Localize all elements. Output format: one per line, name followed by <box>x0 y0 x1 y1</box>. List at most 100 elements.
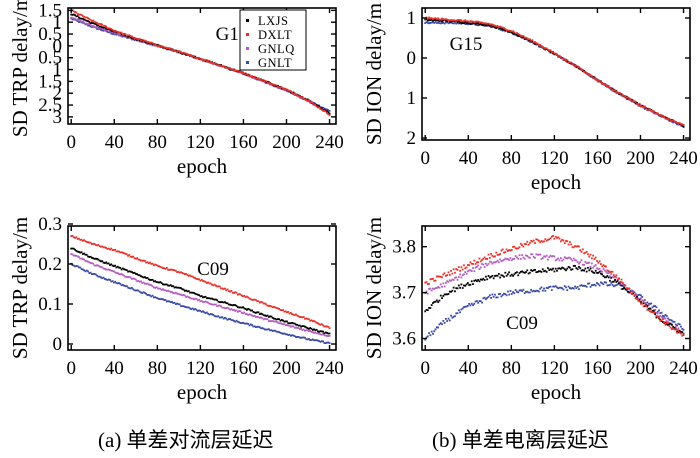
data-point <box>664 117 667 120</box>
x-axis-label: epoch <box>531 170 582 194</box>
data-point <box>261 80 264 83</box>
data-point <box>672 328 675 330</box>
data-point <box>506 273 509 276</box>
data-point <box>496 274 499 277</box>
data-point <box>618 282 620 285</box>
data-point <box>602 264 605 266</box>
data-point <box>562 239 565 242</box>
data-point <box>605 83 607 86</box>
data-point <box>430 330 433 333</box>
data-point <box>441 323 443 326</box>
data-point <box>326 332 328 334</box>
data-point <box>270 305 273 308</box>
data-point <box>168 290 171 293</box>
data-point <box>160 282 163 285</box>
data-point <box>673 326 676 329</box>
data-point <box>267 316 270 318</box>
data-point <box>97 264 100 267</box>
data-point <box>111 270 114 272</box>
data-point <box>627 96 629 99</box>
data-point <box>100 25 102 28</box>
data-point <box>71 13 74 16</box>
data-point <box>501 274 504 277</box>
data-point <box>196 278 199 281</box>
data-point <box>426 335 429 338</box>
data-point <box>149 41 151 44</box>
data-point <box>255 311 257 314</box>
data-point <box>654 308 657 311</box>
data-point <box>503 28 505 31</box>
data-point <box>298 327 301 330</box>
data-point <box>428 307 430 309</box>
data-point <box>247 296 250 299</box>
data-point <box>171 49 173 51</box>
data-point <box>435 299 438 302</box>
data-point <box>198 57 200 60</box>
data-point <box>652 305 655 308</box>
data-point <box>262 302 265 305</box>
data-point <box>482 263 485 266</box>
data-point <box>240 312 243 314</box>
data-point <box>178 303 181 306</box>
data-point <box>217 304 220 307</box>
data-point <box>530 253 533 256</box>
data-point <box>213 62 216 65</box>
data-point <box>304 325 306 328</box>
data-point <box>100 27 102 30</box>
data-point <box>531 290 534 293</box>
data-point <box>599 263 602 265</box>
data-point <box>168 284 171 287</box>
y-tick-label: 2.5 <box>38 95 62 116</box>
data-point <box>473 270 476 273</box>
data-point <box>596 271 598 274</box>
data-point <box>159 266 162 268</box>
data-point <box>664 314 667 316</box>
data-point <box>499 276 502 279</box>
data-point <box>242 73 244 75</box>
data-point <box>495 27 498 29</box>
data-point <box>486 278 489 281</box>
data-point <box>671 120 673 122</box>
data-point <box>472 22 474 24</box>
data-point <box>479 22 482 25</box>
data-point <box>632 100 635 103</box>
data-point <box>424 338 427 341</box>
data-point <box>319 330 322 333</box>
data-point <box>525 271 527 273</box>
data-point <box>525 36 527 39</box>
data-point <box>615 276 618 279</box>
data-point <box>516 33 518 36</box>
data-point <box>602 268 605 270</box>
data-point <box>487 24 490 27</box>
data-point <box>473 259 476 262</box>
data-point <box>513 273 516 276</box>
data-point <box>123 268 126 271</box>
data-point <box>226 288 229 291</box>
data-point <box>174 286 177 289</box>
data-point <box>119 266 122 269</box>
data-point <box>570 258 573 261</box>
data-point <box>94 23 97 25</box>
data-point <box>128 37 131 39</box>
data-point <box>596 267 598 270</box>
data-point <box>125 285 128 288</box>
data-point <box>434 328 437 331</box>
data-point <box>231 68 234 71</box>
data-point <box>128 276 131 278</box>
data-point <box>485 262 487 265</box>
data-point <box>239 322 242 324</box>
data-point <box>655 315 658 317</box>
data-point <box>598 270 601 273</box>
data-point <box>620 288 623 291</box>
x-tick-label: 40 <box>459 148 478 169</box>
panel-title: G15 <box>450 34 483 55</box>
data-point <box>478 300 481 302</box>
data-point <box>434 19 437 22</box>
data-point <box>252 325 255 328</box>
data-point <box>155 286 158 289</box>
data-point <box>234 291 237 294</box>
data-point <box>487 263 490 265</box>
data-point <box>647 307 650 310</box>
data-point <box>464 305 467 308</box>
data-point <box>491 254 494 257</box>
